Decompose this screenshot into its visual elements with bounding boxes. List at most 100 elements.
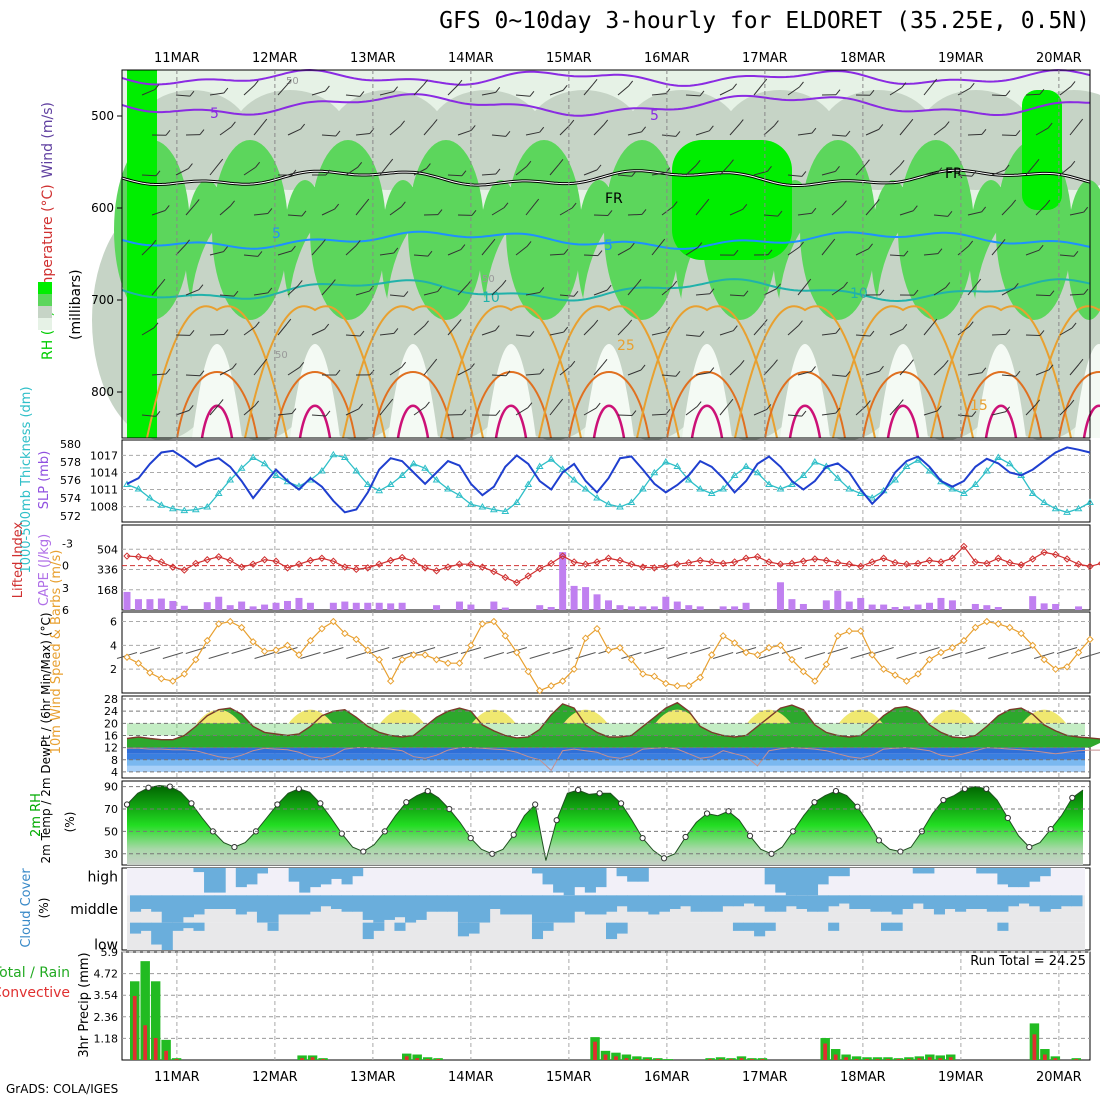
wind-barb	[583, 254, 599, 257]
lifted-index-point	[295, 560, 303, 568]
lifted-index-point	[386, 556, 395, 565]
wind-speed-point	[467, 641, 475, 650]
wind-barb-flag	[424, 320, 429, 327]
wind-barb	[1059, 86, 1072, 96]
wind-barb-flag	[573, 290, 579, 297]
cape-bar	[180, 605, 188, 610]
cape-bar	[1029, 596, 1037, 610]
wind-speed-point	[375, 655, 383, 664]
cloud-bar-high	[986, 868, 998, 874]
cloud-bar-middle	[849, 895, 861, 909]
precip-axis-label: 3hr Precip (mm)	[77, 952, 92, 1057]
wind-barb	[621, 652, 642, 659]
thickness-tick-label: 580	[60, 438, 81, 451]
cape-bar	[123, 591, 131, 610]
wind-barb-flag	[641, 209, 647, 215]
lifted-index-point	[799, 557, 808, 565]
wind-barb-flag	[286, 318, 292, 325]
wind-barb-flag	[257, 251, 263, 257]
thickness-point	[226, 476, 235, 483]
lifted-index-point	[352, 565, 360, 574]
precip-convective-bar	[708, 1059, 713, 1060]
wind-barb	[855, 334, 870, 337]
cape-bar	[547, 606, 555, 610]
rh2m-point	[811, 799, 818, 806]
wind-barb-flag	[1000, 239, 1006, 245]
cape-bar	[662, 596, 670, 610]
wind-speed-point	[1017, 629, 1025, 638]
thickness-point	[1040, 498, 1049, 505]
cloud-bar-middle	[341, 895, 353, 912]
wind-barb	[209, 251, 224, 256]
wind-barb-flag	[901, 82, 907, 88]
wind-barb	[413, 254, 428, 257]
wind-barb-flag	[830, 238, 836, 245]
temp-line	[126, 701, 1100, 741]
precip-convective-bar	[1032, 1034, 1037, 1060]
wind-barb	[967, 372, 982, 376]
wind-barb	[1035, 127, 1049, 136]
wind-barb	[1069, 211, 1084, 216]
cape-bar	[398, 602, 406, 610]
precip-convective-bar	[875, 1059, 880, 1060]
upper-axis-label: RH (%)Temperature (°C)Wind (m/s)	[40, 102, 56, 360]
cape-panel: 504 336 168 -3 0 3 6	[62, 524, 1100, 617]
thickness-point	[627, 498, 636, 505]
cloud-bar-middle	[468, 895, 480, 923]
temp-warm-cap	[196, 709, 241, 724]
thickness-point	[524, 480, 533, 487]
wind-barb	[850, 652, 871, 659]
wind-speed-point	[169, 677, 177, 685]
rh-legend-swatch	[38, 306, 52, 318]
precip-convective-bar	[865, 1059, 869, 1060]
cloud-bar-high	[352, 868, 364, 877]
wind-barb-flag	[291, 408, 297, 414]
cape-bar	[868, 604, 876, 610]
wind-barb	[627, 213, 643, 216]
contour-label: 15	[970, 398, 988, 414]
wind-barb-flag	[403, 291, 409, 297]
wind-barb	[651, 331, 666, 336]
wind-barb-flag	[1039, 88, 1045, 95]
thickness-point	[856, 489, 865, 496]
wind-barb	[491, 374, 507, 377]
wind-barb	[627, 369, 642, 376]
wind-barb-flag	[968, 240, 974, 247]
wind-barb-flag	[806, 278, 812, 285]
wind-barb	[345, 94, 360, 97]
contour-label: 5	[272, 226, 281, 242]
wind-barb	[219, 368, 233, 376]
wind-barb	[855, 405, 867, 416]
rh-moist-region	[212, 140, 288, 320]
cape-bar	[971, 603, 979, 610]
lifted-index-point	[341, 563, 349, 571]
wind-barb	[1033, 652, 1055, 659]
cloud-bar-high	[542, 868, 554, 885]
wind-barb-flag	[364, 198, 370, 205]
cape-bar	[249, 606, 257, 610]
wind-barb-flag	[899, 160, 905, 166]
wind-barb-flag	[878, 124, 884, 130]
rh2m-point	[317, 800, 324, 807]
wind-barb	[345, 245, 357, 256]
cloud-bar-middle	[690, 895, 702, 912]
cloud-bar-middle	[204, 895, 216, 909]
cloud-bar-low	[394, 922, 406, 931]
wind-speed-point	[925, 655, 934, 664]
wind-barb	[389, 366, 402, 376]
precip-convective-bar	[321, 1059, 325, 1060]
wind-barb	[483, 652, 505, 659]
wind-barb-flag	[151, 239, 157, 246]
thickness-point	[982, 467, 991, 474]
wind-barb-flag	[400, 120, 405, 127]
thickness-point	[501, 507, 510, 514]
wind-speed-point	[696, 673, 704, 682]
temp-contour-30	[592, 404, 626, 439]
lifted-index-point	[914, 559, 922, 568]
wind-barb-flag	[218, 399, 224, 405]
thickness-point	[260, 459, 269, 467]
cloud-bar-middle	[955, 895, 967, 912]
wind-speed-point	[490, 617, 498, 626]
lifted-index-point	[753, 553, 762, 561]
upper-axis-label-part: Temperature (°C)	[40, 184, 56, 306]
